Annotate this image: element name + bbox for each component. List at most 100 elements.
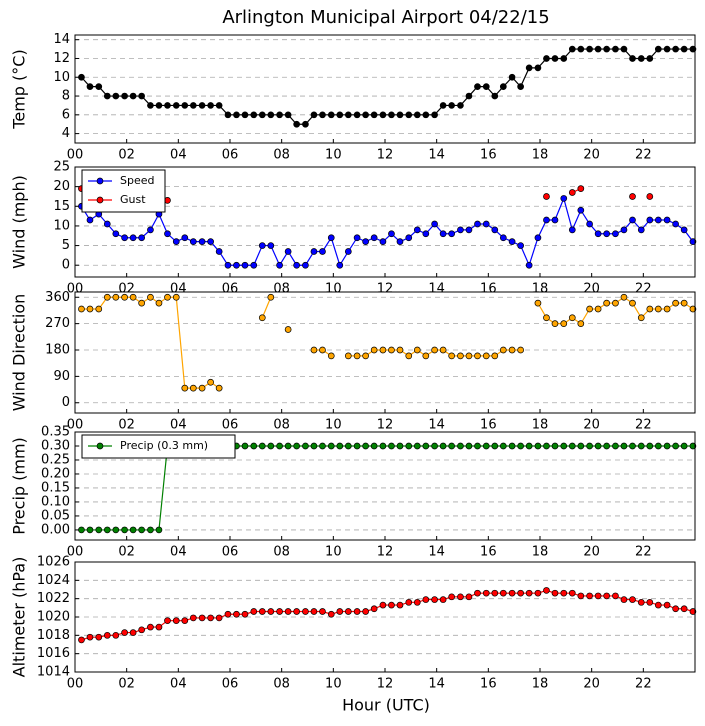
x-tick-label: 10 xyxy=(325,418,342,433)
data-point xyxy=(508,589,516,597)
data-point xyxy=(560,55,568,62)
x-tick-label: 00 xyxy=(67,282,84,297)
data-point xyxy=(646,598,654,606)
x-tick-label: 14 xyxy=(428,418,445,433)
data-point xyxy=(534,234,542,242)
data-point xyxy=(413,442,421,450)
data-point xyxy=(388,601,395,609)
y-tick-label: 0.25 xyxy=(41,452,70,467)
data-point xyxy=(267,242,275,249)
data-point xyxy=(164,617,171,625)
data-point xyxy=(344,111,352,119)
legend-marker xyxy=(96,177,104,185)
data-point xyxy=(370,442,378,450)
y-tick-label: 6 xyxy=(62,107,70,122)
x-tick-label: 16 xyxy=(480,148,497,163)
data-point xyxy=(663,601,671,609)
data-point xyxy=(594,592,602,600)
data-point xyxy=(293,608,300,615)
data-point xyxy=(276,261,283,269)
data-point xyxy=(121,92,128,100)
data-point xyxy=(310,111,318,119)
x-tick-label: 20 xyxy=(583,282,600,297)
y-tick-label: 4 xyxy=(62,126,70,141)
x-tick-label: 08 xyxy=(273,677,290,692)
data-point xyxy=(680,442,688,450)
data-point xyxy=(586,442,593,450)
data-point xyxy=(362,111,369,119)
x-tick-label: 22 xyxy=(635,418,652,433)
y-tick-label: 0.15 xyxy=(41,480,70,495)
data-point xyxy=(431,111,438,119)
data-point xyxy=(353,352,361,360)
x-tick-label: 20 xyxy=(583,148,600,163)
data-point xyxy=(474,352,481,360)
data-point xyxy=(603,442,611,450)
y-tick-label: 10 xyxy=(53,218,70,233)
data-point xyxy=(491,92,499,100)
data-point xyxy=(78,636,85,644)
data-point xyxy=(620,293,628,301)
data-point xyxy=(78,73,85,81)
x-tick-label: 06 xyxy=(222,282,239,297)
data-point xyxy=(327,352,335,360)
y-tick-label: 0.20 xyxy=(41,466,70,481)
x-tick-label: 18 xyxy=(532,545,549,560)
x-tick-label: 04 xyxy=(170,545,187,560)
x-tick-label: 04 xyxy=(170,282,187,297)
data-point xyxy=(388,230,395,238)
legend-label: Gust xyxy=(120,193,146,206)
data-point xyxy=(293,261,300,269)
legend-label: Speed xyxy=(120,174,154,187)
y-tick-label: 1018 xyxy=(37,628,70,643)
x-tick-label: 10 xyxy=(325,677,342,692)
data-point xyxy=(560,589,568,597)
data-point xyxy=(267,608,275,615)
data-point xyxy=(672,605,679,613)
data-point xyxy=(612,592,619,600)
data-point xyxy=(250,442,258,450)
data-point xyxy=(250,111,258,119)
x-tick-label: 20 xyxy=(583,677,600,692)
data-point xyxy=(224,111,232,119)
data-point xyxy=(164,230,171,238)
data-point xyxy=(577,206,585,214)
data-point xyxy=(164,102,171,109)
series-line xyxy=(261,297,272,319)
data-point xyxy=(258,442,266,450)
data-point xyxy=(353,234,361,242)
data-point xyxy=(353,442,361,450)
data-point xyxy=(370,346,378,354)
data-point xyxy=(86,526,94,534)
data-point xyxy=(215,384,223,392)
data-point xyxy=(457,226,464,234)
data-point xyxy=(86,633,94,641)
data-point xyxy=(491,352,499,360)
data-point xyxy=(672,299,679,307)
y-tick-label: 90 xyxy=(53,369,70,384)
data-point xyxy=(551,216,559,224)
data-point xyxy=(198,384,206,392)
data-point xyxy=(302,120,309,128)
data-point xyxy=(224,610,232,618)
data-point xyxy=(508,442,516,450)
data-point xyxy=(482,83,490,91)
data-point xyxy=(405,352,413,360)
x-tick-label: 02 xyxy=(118,148,135,163)
data-point xyxy=(181,617,189,625)
data-point xyxy=(620,226,628,234)
data-point xyxy=(172,617,180,625)
data-point xyxy=(689,238,697,245)
data-point xyxy=(577,185,585,192)
x-tick-label: 14 xyxy=(428,148,445,163)
x-tick-label: 16 xyxy=(480,545,497,560)
data-point xyxy=(103,220,111,228)
data-point xyxy=(457,102,464,109)
data-point xyxy=(241,442,249,450)
data-point xyxy=(189,238,197,245)
data-point xyxy=(215,614,223,622)
data-point xyxy=(207,238,214,245)
data-point xyxy=(534,442,542,450)
data-point xyxy=(551,589,559,597)
data-point xyxy=(405,598,413,606)
